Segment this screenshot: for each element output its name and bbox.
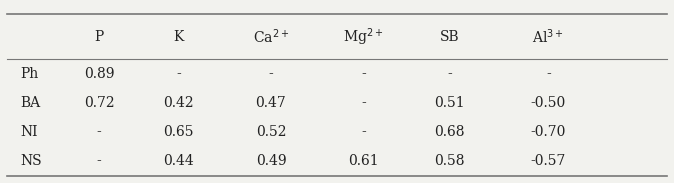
Text: Ca$^{2+}$: Ca$^{2+}$ bbox=[253, 27, 289, 46]
Text: -: - bbox=[97, 125, 102, 139]
Text: 0.42: 0.42 bbox=[163, 96, 194, 110]
Text: -0.70: -0.70 bbox=[530, 125, 566, 139]
Text: -: - bbox=[268, 67, 274, 81]
Text: K: K bbox=[173, 30, 183, 44]
Text: -: - bbox=[361, 125, 366, 139]
Text: 0.61: 0.61 bbox=[348, 154, 379, 168]
Text: 0.52: 0.52 bbox=[255, 125, 286, 139]
Text: Mg$^{2+}$: Mg$^{2+}$ bbox=[343, 26, 384, 48]
Text: 0.65: 0.65 bbox=[163, 125, 193, 139]
Text: -0.50: -0.50 bbox=[530, 96, 566, 110]
Text: -: - bbox=[447, 67, 452, 81]
Text: -: - bbox=[97, 154, 102, 168]
Text: -: - bbox=[176, 67, 181, 81]
Text: 0.68: 0.68 bbox=[434, 125, 464, 139]
Text: BA: BA bbox=[20, 96, 40, 110]
Text: P: P bbox=[94, 30, 104, 44]
Text: SB: SB bbox=[439, 30, 459, 44]
Text: 0.51: 0.51 bbox=[434, 96, 464, 110]
Text: 0.49: 0.49 bbox=[255, 154, 286, 168]
Text: 0.89: 0.89 bbox=[84, 67, 115, 81]
Text: 0.47: 0.47 bbox=[255, 96, 286, 110]
Text: NS: NS bbox=[20, 154, 42, 168]
Text: -0.57: -0.57 bbox=[530, 154, 566, 168]
Text: 0.72: 0.72 bbox=[84, 96, 115, 110]
Text: 0.58: 0.58 bbox=[434, 154, 464, 168]
Text: 0.44: 0.44 bbox=[163, 154, 194, 168]
Text: Ph: Ph bbox=[20, 67, 38, 81]
Text: NI: NI bbox=[20, 125, 38, 139]
Text: -: - bbox=[361, 67, 366, 81]
Text: -: - bbox=[361, 96, 366, 110]
Text: -: - bbox=[546, 67, 551, 81]
Text: Al$^{3+}$: Al$^{3+}$ bbox=[532, 27, 564, 46]
